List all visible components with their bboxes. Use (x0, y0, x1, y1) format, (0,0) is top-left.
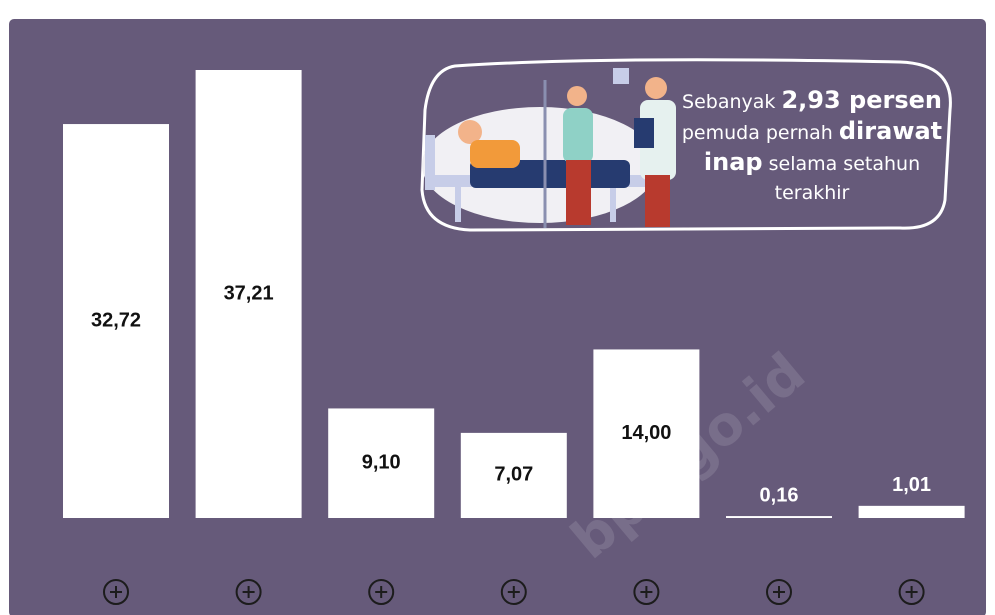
value-label: 0,16 (760, 484, 799, 506)
bar (859, 506, 965, 518)
annotation-part: pemuda pernah (682, 122, 839, 144)
annotation-part: selama setahun terakhir (763, 153, 921, 204)
bar (726, 516, 832, 518)
value-label: 9,10 (362, 452, 401, 474)
page: {"chart_data": {"type": "bar", "categori… (0, 0, 995, 615)
value-label: 1,01 (892, 474, 931, 496)
value-label: 7,07 (494, 464, 533, 486)
callout-text: Sebanyak 2,93 persen pemuda pernah diraw… (676, 86, 948, 208)
annotation-part: 2,93 persen (781, 86, 942, 114)
value-label: 32,72 (91, 309, 141, 331)
value-label: 37,21 (224, 282, 274, 304)
annotation-part: Sebanyak (682, 91, 781, 113)
